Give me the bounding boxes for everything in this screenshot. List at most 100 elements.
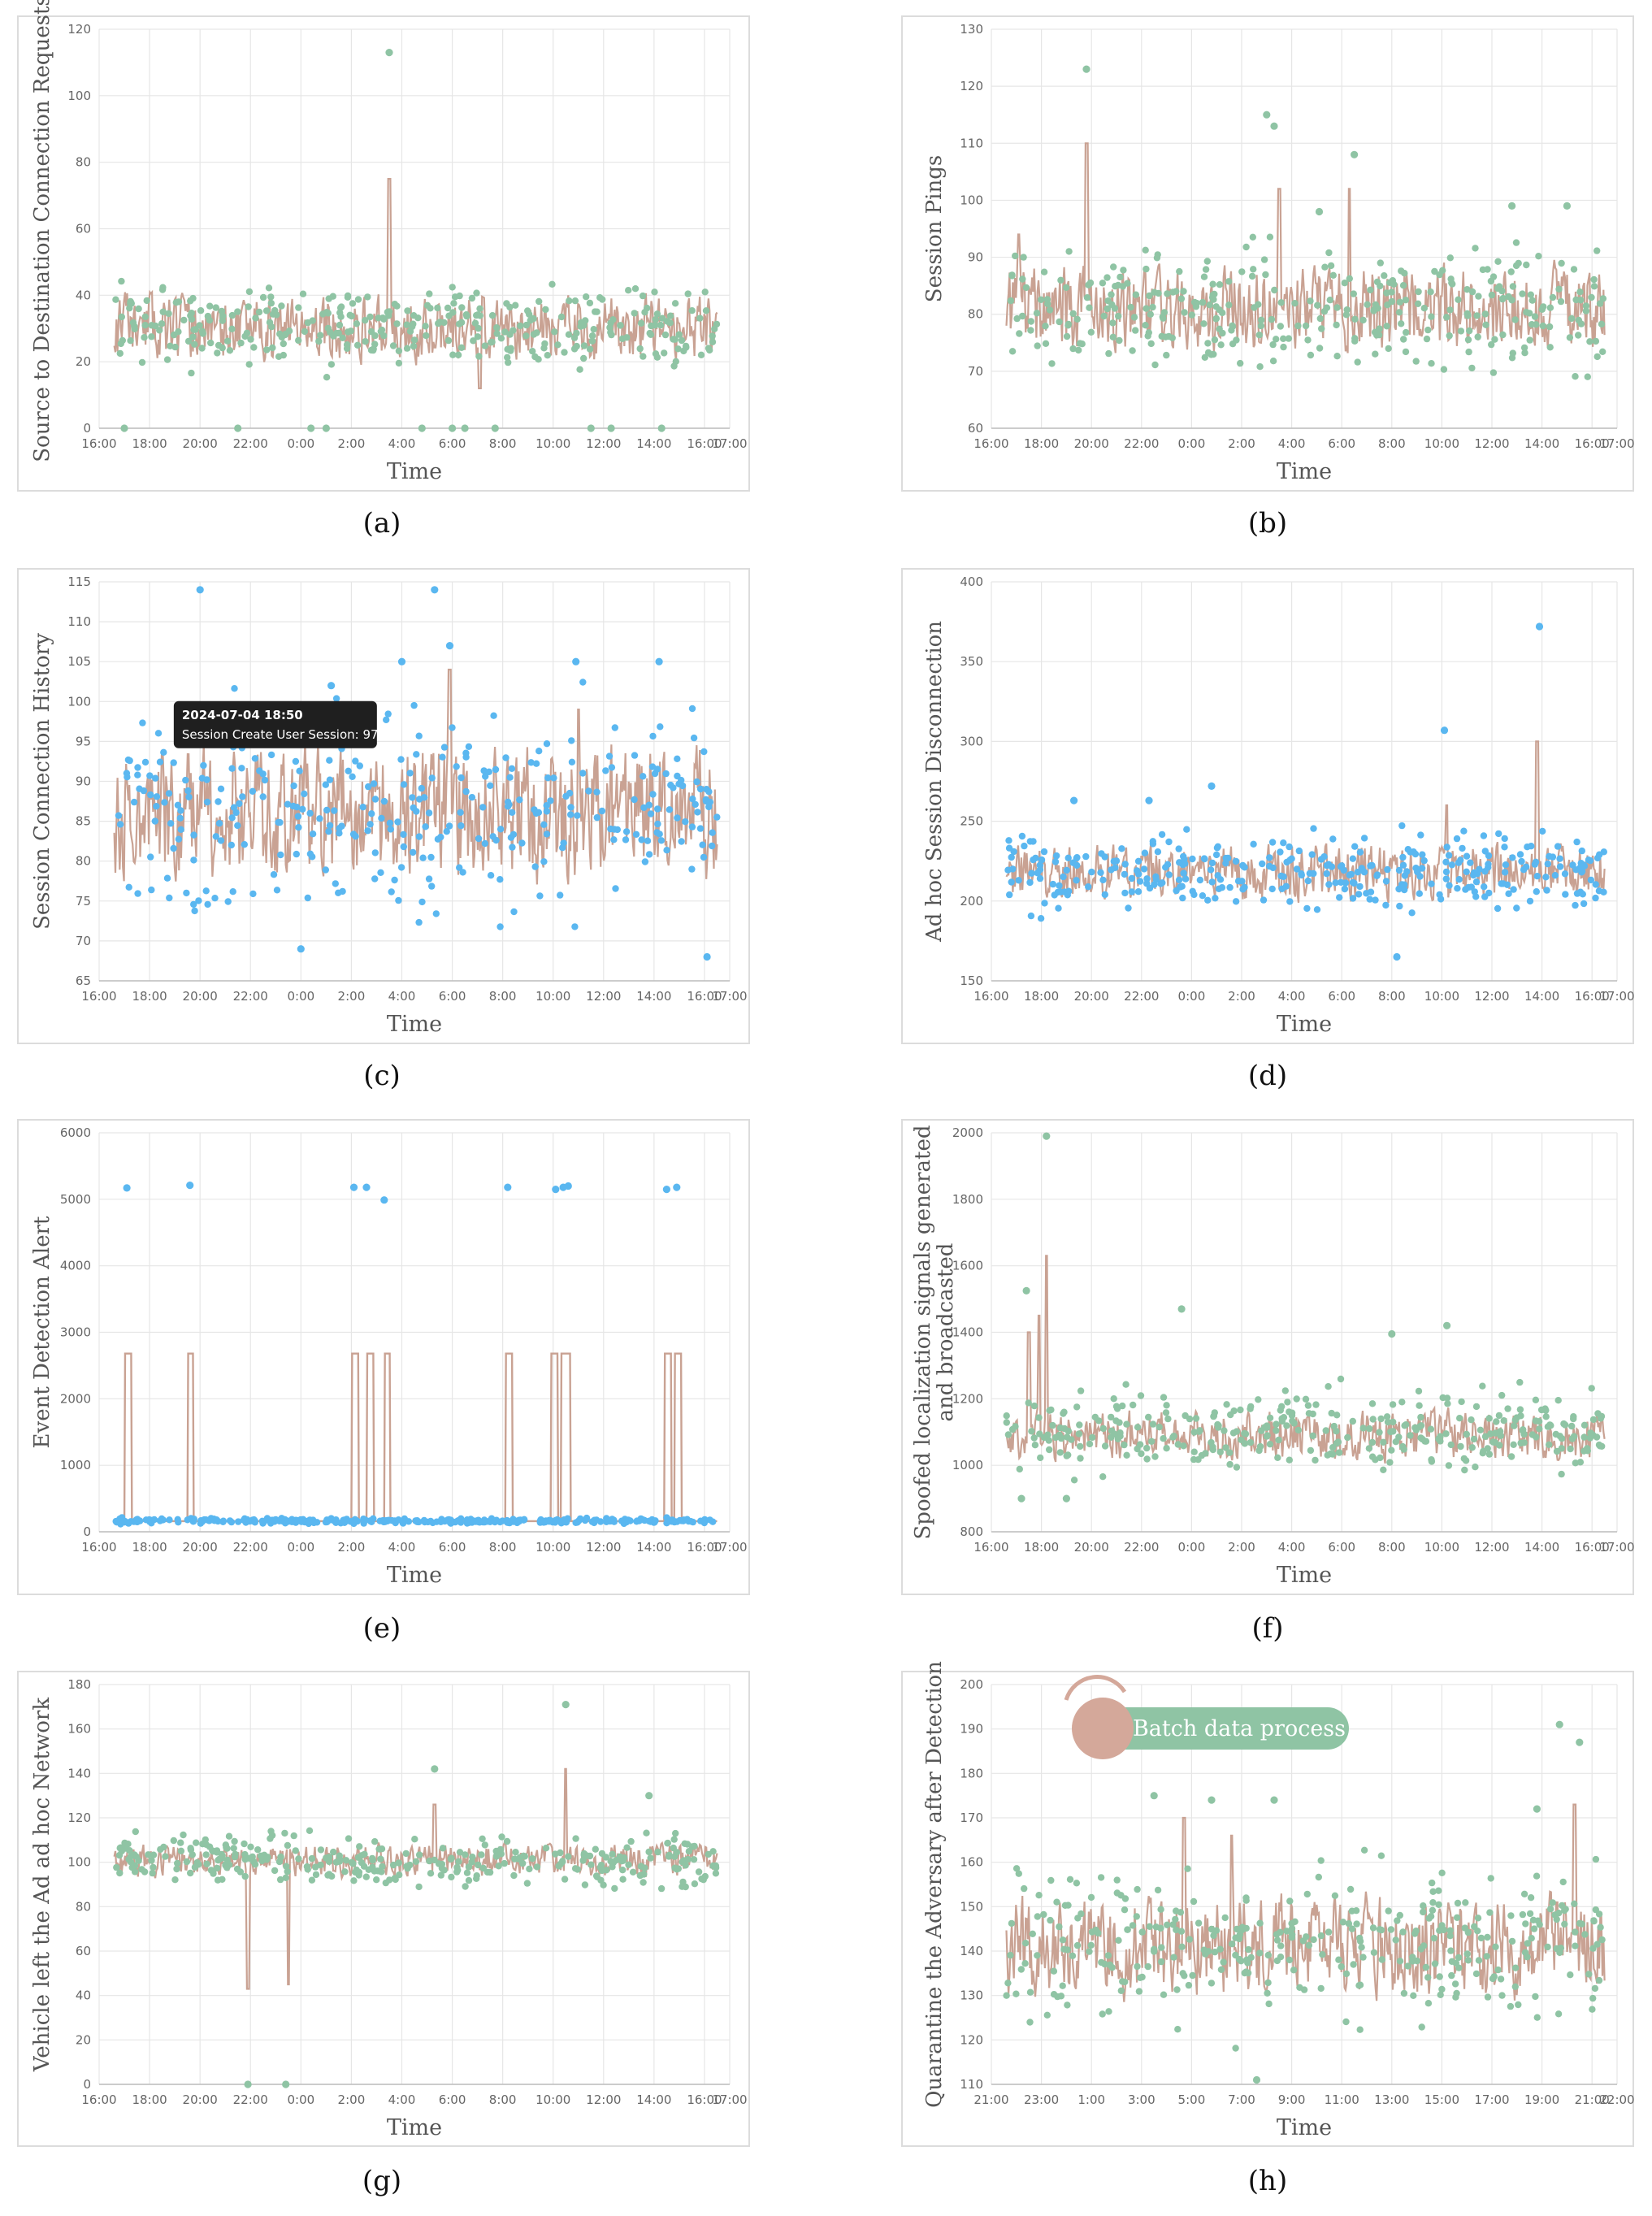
outlier-point bbox=[234, 424, 242, 432]
data-point bbox=[1234, 878, 1242, 885]
data-point bbox=[1566, 334, 1574, 341]
data-point bbox=[531, 863, 539, 870]
x-axis-label: Time bbox=[387, 2115, 442, 2140]
data-point bbox=[415, 833, 423, 840]
data-point bbox=[1264, 1951, 1273, 1959]
data-point bbox=[701, 288, 709, 296]
data-point bbox=[1396, 902, 1403, 910]
data-point bbox=[215, 820, 223, 827]
data-point bbox=[1076, 340, 1084, 347]
data-point bbox=[1573, 838, 1580, 846]
data-point bbox=[1351, 335, 1359, 342]
x-tick-label: 2:00 bbox=[1228, 436, 1255, 451]
data-point bbox=[579, 679, 587, 686]
data-point bbox=[1026, 838, 1034, 845]
data-point bbox=[609, 1863, 616, 1871]
data-point bbox=[1523, 261, 1530, 269]
y-tick-label: 0 bbox=[83, 421, 91, 436]
data-point bbox=[1201, 353, 1209, 361]
data-point bbox=[611, 1884, 618, 1893]
data-point bbox=[517, 322, 524, 330]
data-point bbox=[479, 804, 487, 811]
data-point bbox=[1344, 1433, 1351, 1442]
data-point bbox=[327, 361, 336, 368]
data-point bbox=[1502, 861, 1510, 869]
data-point bbox=[1385, 1907, 1392, 1915]
data-point bbox=[545, 1516, 553, 1524]
outlier-point bbox=[1208, 1796, 1216, 1804]
data-point bbox=[666, 312, 674, 319]
data-point bbox=[439, 753, 446, 761]
data-point bbox=[1399, 861, 1407, 869]
data-point bbox=[1211, 1949, 1219, 1956]
data-point bbox=[1390, 1418, 1397, 1426]
data-point bbox=[473, 1875, 480, 1882]
data-point bbox=[503, 300, 510, 307]
x-tick-label: 20:00 bbox=[183, 1540, 218, 1555]
data-point bbox=[468, 294, 476, 302]
data-point bbox=[324, 324, 332, 332]
y-tick-label: 120 bbox=[960, 2032, 983, 2047]
data-point bbox=[1466, 327, 1473, 335]
data-point bbox=[149, 1869, 156, 1877]
data-point bbox=[506, 331, 514, 338]
data-point bbox=[437, 833, 444, 841]
data-point bbox=[296, 767, 303, 774]
data-point bbox=[290, 782, 297, 790]
data-point bbox=[1325, 881, 1333, 888]
data-point bbox=[1428, 313, 1435, 320]
outlier-point bbox=[491, 424, 499, 432]
data-point bbox=[1457, 327, 1465, 335]
data-point bbox=[1056, 1449, 1064, 1456]
data-point bbox=[1370, 307, 1377, 314]
data-point bbox=[1225, 854, 1232, 862]
data-point bbox=[341, 1868, 349, 1876]
data-point bbox=[453, 763, 460, 770]
data-point bbox=[184, 337, 193, 345]
x-tick-label: 8:00 bbox=[489, 2092, 517, 2107]
data-point bbox=[457, 809, 464, 816]
data-point bbox=[356, 762, 363, 770]
y-tick-label: 80 bbox=[968, 307, 983, 322]
data-point bbox=[712, 1870, 720, 1877]
data-point bbox=[1317, 1932, 1325, 1940]
data-point bbox=[1104, 305, 1111, 313]
data-point bbox=[1532, 1993, 1539, 2001]
data-point bbox=[1482, 321, 1489, 328]
data-point bbox=[392, 1876, 399, 1884]
data-point bbox=[1046, 1446, 1053, 1454]
data-point bbox=[1543, 887, 1550, 894]
data-point bbox=[1527, 1894, 1535, 1902]
data-point bbox=[1490, 1973, 1498, 1980]
data-point bbox=[136, 785, 143, 792]
data-point bbox=[1169, 1921, 1177, 1928]
y-tick-label: 120 bbox=[67, 1811, 91, 1825]
data-point bbox=[1380, 1438, 1387, 1446]
data-point bbox=[1491, 336, 1498, 343]
data-point bbox=[1396, 1958, 1404, 1965]
data-point bbox=[1160, 1435, 1167, 1442]
data-point bbox=[190, 831, 197, 839]
data-point bbox=[1059, 1936, 1067, 1944]
data-point bbox=[557, 313, 566, 321]
data-point bbox=[207, 339, 215, 347]
data-point bbox=[586, 299, 594, 307]
outlier-point bbox=[385, 49, 393, 57]
data-point bbox=[1099, 876, 1107, 884]
data-point bbox=[245, 361, 253, 368]
data-point bbox=[1146, 292, 1153, 300]
outlier-point bbox=[1062, 1494, 1070, 1503]
data-point bbox=[1487, 1430, 1494, 1438]
data-point bbox=[1463, 1950, 1471, 1958]
data-point bbox=[189, 1518, 197, 1525]
data-point bbox=[1463, 286, 1471, 293]
data-point bbox=[395, 347, 403, 354]
data-point bbox=[138, 1866, 145, 1873]
data-point bbox=[1373, 871, 1381, 878]
data-point bbox=[1134, 888, 1143, 896]
y-tick-label: 120 bbox=[67, 22, 91, 37]
data-point bbox=[1303, 1890, 1312, 1898]
data-point bbox=[1372, 896, 1379, 904]
data-point bbox=[605, 752, 614, 760]
data-point bbox=[1175, 845, 1182, 852]
